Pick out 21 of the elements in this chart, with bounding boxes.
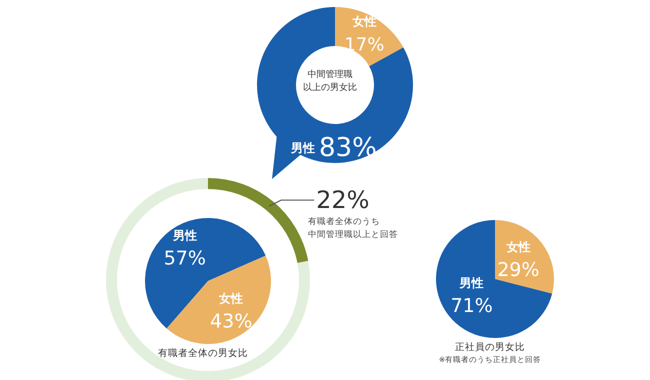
slice-label: 女性: [351, 14, 376, 28]
donut-slice: [257, 7, 413, 163]
data-label: 29%: [497, 258, 540, 281]
pie-slice: [436, 220, 552, 338]
data-label: 43%: [210, 310, 252, 332]
data-label: 57%: [164, 248, 206, 270]
slice-label: 男性: [172, 228, 197, 243]
text: 中間管理職以上の男女比: [303, 69, 357, 93]
slice-label: 有職者全体のうち中間管理職以上と回答: [308, 216, 398, 240]
data-label: 83%: [319, 133, 377, 163]
data-label: 22%: [316, 186, 370, 214]
text: 有職者全体の男女比: [158, 347, 248, 359]
slice-label: 女性: [218, 291, 244, 306]
slice-label: 男性: [290, 141, 315, 155]
donut-slice: [106, 178, 310, 380]
donut-slice: [208, 178, 308, 263]
text: 正社員の男女比: [455, 341, 525, 353]
data-label: 71%: [450, 295, 493, 318]
slice-label: 男性: [458, 276, 484, 290]
pie-slice: [145, 218, 266, 329]
slice-label: 女性: [505, 240, 530, 254]
